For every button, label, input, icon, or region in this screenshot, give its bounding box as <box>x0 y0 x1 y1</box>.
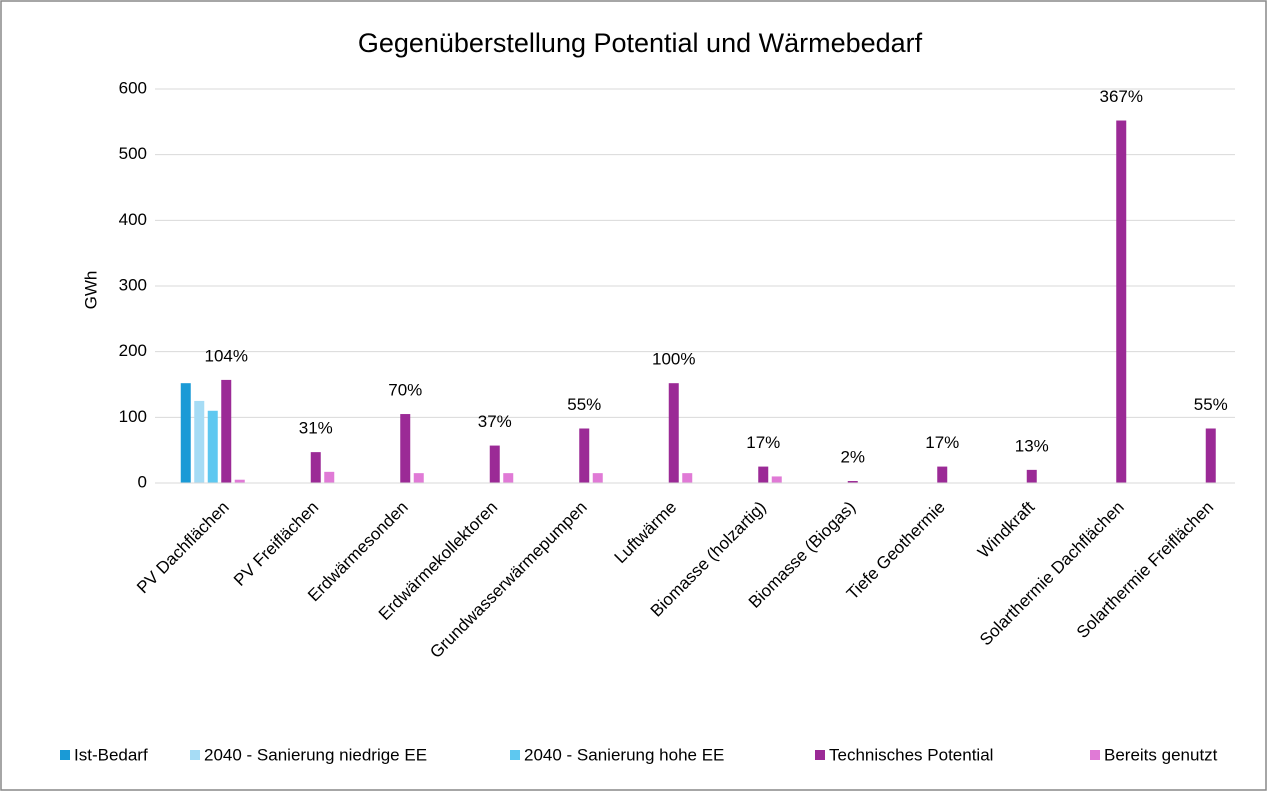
legend-swatch <box>815 750 825 760</box>
percent-label: 70% <box>388 381 422 400</box>
bar <box>180 383 191 483</box>
bar <box>400 414 411 483</box>
bar <box>207 410 218 483</box>
bar <box>234 479 245 483</box>
y-tick-label: 0 <box>138 472 147 491</box>
percent-label: 104% <box>205 346 248 365</box>
chart-title: Gegenüberstellung Potential und Wärmebed… <box>358 28 923 58</box>
legend-label: Bereits genutzt <box>1104 745 1218 764</box>
y-axis-label: GWh <box>81 271 100 310</box>
y-tick-label: 500 <box>119 144 147 163</box>
bar <box>194 400 205 483</box>
bar <box>1116 120 1127 484</box>
bar <box>324 471 335 483</box>
bar <box>771 476 782 483</box>
bar <box>1205 428 1216 483</box>
bar <box>503 473 514 483</box>
bar <box>413 473 424 483</box>
percent-label: 37% <box>478 412 512 431</box>
legend-swatch <box>60 750 70 760</box>
percent-label: 2% <box>840 448 865 467</box>
legend-label: 2040 - Sanierung hohe EE <box>524 745 724 764</box>
percent-label: 13% <box>1015 436 1049 455</box>
percent-label: 17% <box>746 433 780 452</box>
y-tick-label: 600 <box>119 78 147 97</box>
percent-label: 367% <box>1100 87 1143 106</box>
percent-label: 100% <box>652 350 695 369</box>
legend-label: Technisches Potential <box>829 745 993 764</box>
legend-swatch <box>190 750 200 760</box>
legend-label: Ist-Bedarf <box>74 745 148 764</box>
bar <box>221 379 232 483</box>
percent-label: 31% <box>299 419 333 438</box>
legend-swatch <box>510 750 520 760</box>
bar <box>310 452 321 483</box>
y-tick-label: 300 <box>119 275 147 294</box>
bar <box>592 473 603 483</box>
y-tick-label: 400 <box>119 210 147 229</box>
bar <box>489 445 500 483</box>
bar <box>668 383 679 483</box>
bar <box>579 428 590 483</box>
bar <box>937 466 948 483</box>
percent-label: 55% <box>1194 395 1228 414</box>
bar <box>758 466 769 483</box>
y-tick-label: 100 <box>119 407 147 426</box>
bar <box>682 473 693 483</box>
percent-label: 17% <box>925 433 959 452</box>
y-tick-label: 200 <box>119 341 147 360</box>
legend-label: 2040 - Sanierung niedrige EE <box>204 745 427 764</box>
bar <box>1026 469 1037 483</box>
legend-swatch <box>1090 750 1100 760</box>
percent-label: 55% <box>567 395 601 414</box>
bar <box>847 481 858 483</box>
